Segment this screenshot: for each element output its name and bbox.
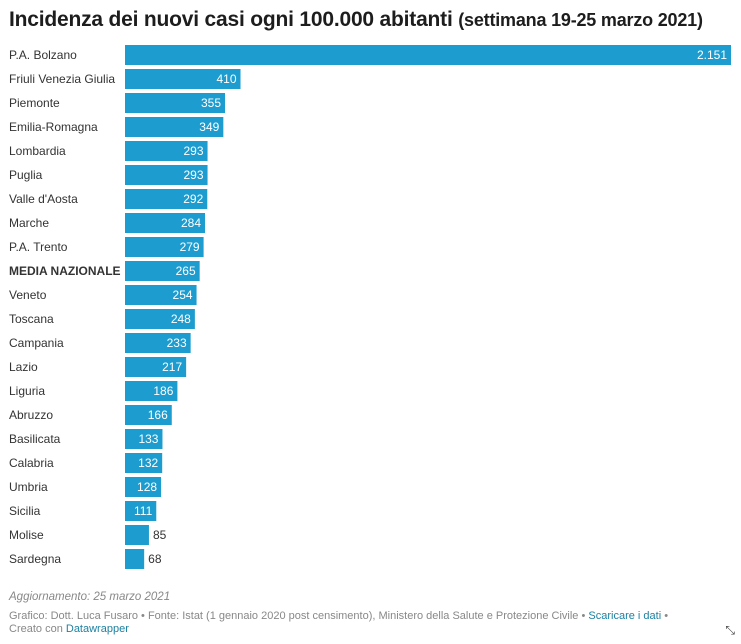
category-label-valle-d-aosta: Valle d'Aosta <box>9 192 78 206</box>
value-label-campania: 233 <box>167 336 187 350</box>
value-label-calabria: 132 <box>138 456 158 470</box>
category-label-sicilia: Sicilia <box>9 504 41 518</box>
bar-calabria <box>125 453 163 473</box>
bar-lombardia <box>125 141 208 161</box>
category-label-marche: Marche <box>9 216 49 230</box>
bar-abruzzo <box>125 405 172 425</box>
bar-liguria <box>125 381 178 401</box>
category-label-puglia: Puglia <box>9 168 43 182</box>
value-label-umbria: 128 <box>137 480 157 494</box>
bar-p-a-bolzano <box>125 45 731 65</box>
bar-sicilia <box>125 501 157 521</box>
source-note: Grafico: Dott. Luca Fusaro • Fonte: Ista… <box>9 610 668 622</box>
bar-campania <box>125 333 191 353</box>
value-label-liguria: 186 <box>153 384 173 398</box>
category-label-p-a-trento: P.A. Trento <box>9 240 68 254</box>
bar-molise <box>125 525 149 545</box>
value-label-puglia: 293 <box>184 168 204 182</box>
value-label-molise: 85 <box>153 528 167 542</box>
datawrapper-link[interactable]: Datawrapper <box>65 623 129 635</box>
value-label-sicilia: 111 <box>134 504 153 518</box>
value-label-p-a-trento: 279 <box>180 240 200 254</box>
bar-sardegna <box>125 549 145 569</box>
category-label-calabria: Calabria <box>9 456 54 470</box>
value-label-basilicata: 133 <box>138 432 158 446</box>
bar-toscana <box>125 309 195 329</box>
value-label-piemonte: 355 <box>201 96 221 110</box>
category-label-basilicata: Basilicata <box>9 432 61 446</box>
category-label-toscana: Toscana <box>9 312 54 326</box>
category-label-veneto: Veneto <box>9 288 47 302</box>
category-label-p-a-bolzano: P.A. Bolzano <box>9 48 77 62</box>
download-data-link[interactable]: Scaricare i dati <box>588 610 662 622</box>
bar-puglia <box>125 165 208 185</box>
bar-basilicata <box>125 429 163 449</box>
value-label-veneto: 254 <box>173 288 193 302</box>
bar-marche <box>125 213 206 233</box>
value-label-media-nazionale: 265 <box>176 264 196 278</box>
category-label-liguria: Liguria <box>9 384 45 398</box>
category-label-emilia-romagna: Emilia-Romagna <box>9 120 98 134</box>
bar-friuli-venezia-giulia <box>125 69 241 89</box>
value-label-marche: 284 <box>181 216 201 230</box>
chart-title: Incidenza dei nuovi casi ogni 100.000 ab… <box>9 8 737 32</box>
chart-title-main: Incidenza dei nuovi casi ogni 100.000 ab… <box>9 8 453 31</box>
value-label-p-a-bolzano: 2.151 <box>697 48 727 62</box>
bar-lazio <box>125 357 187 377</box>
bar-emilia-romagna <box>125 117 224 137</box>
made-with-note: Creato con Datawrapper <box>9 623 129 635</box>
value-label-lombardia: 293 <box>184 144 204 158</box>
category-label-abruzzo: Abruzzo <box>9 408 53 422</box>
bar-veneto <box>125 285 197 305</box>
resize-arrows-icon[interactable]: ⤡ <box>725 623 735 637</box>
bar-piemonte <box>125 93 226 113</box>
category-label-molise: Molise <box>9 528 44 542</box>
update-note: Aggiornamento: 25 marzo 2021 <box>9 591 171 603</box>
category-label-media-nazionale: MEDIA NAZIONALE <box>9 264 121 278</box>
value-label-sardegna: 68 <box>148 552 162 566</box>
chart-title-sub: (settimana 19-25 marzo 2021) <box>458 10 703 30</box>
bar-p-a-trento <box>125 237 204 257</box>
category-label-sardegna: Sardegna <box>9 552 61 566</box>
source-text: Grafico: Dott. Luca Fusaro • Fonte: Ista… <box>9 610 586 622</box>
category-label-piemonte: Piemonte <box>9 96 60 110</box>
value-label-emilia-romagna: 349 <box>199 120 219 134</box>
value-label-valle-d-aosta: 292 <box>183 192 203 206</box>
value-label-friuli-venezia-giulia: 410 <box>216 72 236 86</box>
bar-media-nazionale <box>125 261 200 281</box>
source-separator: • <box>664 610 669 622</box>
value-label-abruzzo: 166 <box>148 408 168 422</box>
category-label-campania: Campania <box>9 336 64 350</box>
value-label-lazio: 217 <box>162 360 182 374</box>
made-with-text: Creato con <box>9 623 63 635</box>
category-label-umbria: Umbria <box>9 480 48 494</box>
value-label-toscana: 248 <box>171 312 191 326</box>
category-label-lombardia: Lombardia <box>9 144 66 158</box>
bar-valle-d-aosta <box>125 189 208 209</box>
bar-umbria <box>125 477 162 497</box>
category-label-lazio: Lazio <box>9 360 38 374</box>
category-label-friuli-venezia-giulia: Friuli Venezia Giulia <box>9 72 115 86</box>
